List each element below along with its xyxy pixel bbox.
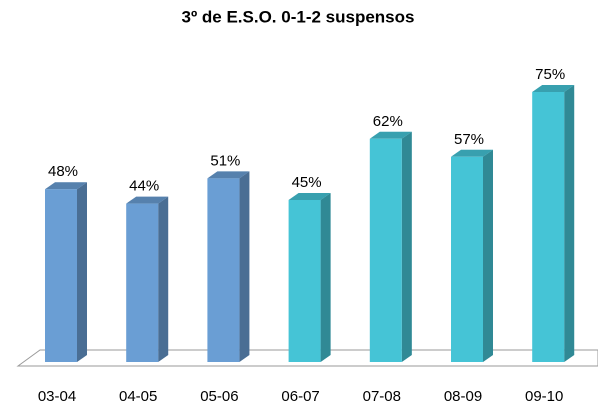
x-tick-label: 07-08	[363, 388, 401, 405]
bar-top-shade	[532, 85, 575, 92]
bar-side	[77, 182, 87, 362]
bar	[207, 178, 240, 362]
value-label: 57%	[454, 131, 484, 148]
bar-top	[369, 131, 412, 139]
x-tick-label: 09-10	[525, 388, 563, 405]
bar	[451, 156, 483, 362]
value-label: 45%	[292, 174, 322, 191]
bar	[532, 92, 565, 362]
bar-side	[483, 149, 493, 362]
bar-top	[207, 171, 250, 179]
bar-top-shade	[369, 131, 412, 139]
bar-side-shade	[158, 196, 169, 362]
bar-top-shade	[45, 182, 87, 190]
bar-side	[320, 193, 331, 362]
bar-top	[288, 193, 331, 200]
bar	[45, 189, 77, 362]
bar	[369, 138, 402, 362]
bar-top	[126, 196, 169, 204]
bar-top	[532, 85, 575, 92]
bar-top-shade	[288, 193, 331, 200]
bar-top	[45, 182, 87, 190]
bar-side-shade	[564, 85, 575, 362]
chart-title: 3º de E.S.O. 0-1-2 suspensos	[182, 7, 415, 26]
bar-side-shade	[320, 193, 331, 362]
value-label: 44%	[129, 178, 159, 195]
value-label: 48%	[48, 163, 78, 180]
value-label: 51%	[210, 152, 240, 169]
x-tick-label: 03-04	[38, 388, 76, 405]
bar-side-shade	[77, 182, 87, 362]
bar	[288, 200, 321, 362]
x-tick-label: 04-05	[119, 388, 157, 405]
bar-top	[451, 149, 493, 157]
bar	[126, 203, 159, 362]
bar-side	[239, 171, 250, 362]
bar-side-shade	[401, 131, 412, 362]
value-label: 62%	[373, 113, 403, 130]
bar-side	[564, 85, 575, 362]
bar-top-shade	[126, 196, 169, 204]
bar-side	[158, 196, 169, 362]
x-tick-label: 05-06	[200, 388, 238, 405]
x-tick-label: 08-09	[444, 388, 482, 405]
bar-top-shade	[207, 171, 250, 179]
bar-side-shade	[483, 149, 493, 362]
bar-side	[401, 131, 412, 362]
value-label: 75%	[535, 66, 565, 83]
x-tick-label: 06-07	[281, 388, 319, 405]
bar-top-shade	[451, 149, 493, 157]
bar-side-shade	[239, 171, 250, 362]
